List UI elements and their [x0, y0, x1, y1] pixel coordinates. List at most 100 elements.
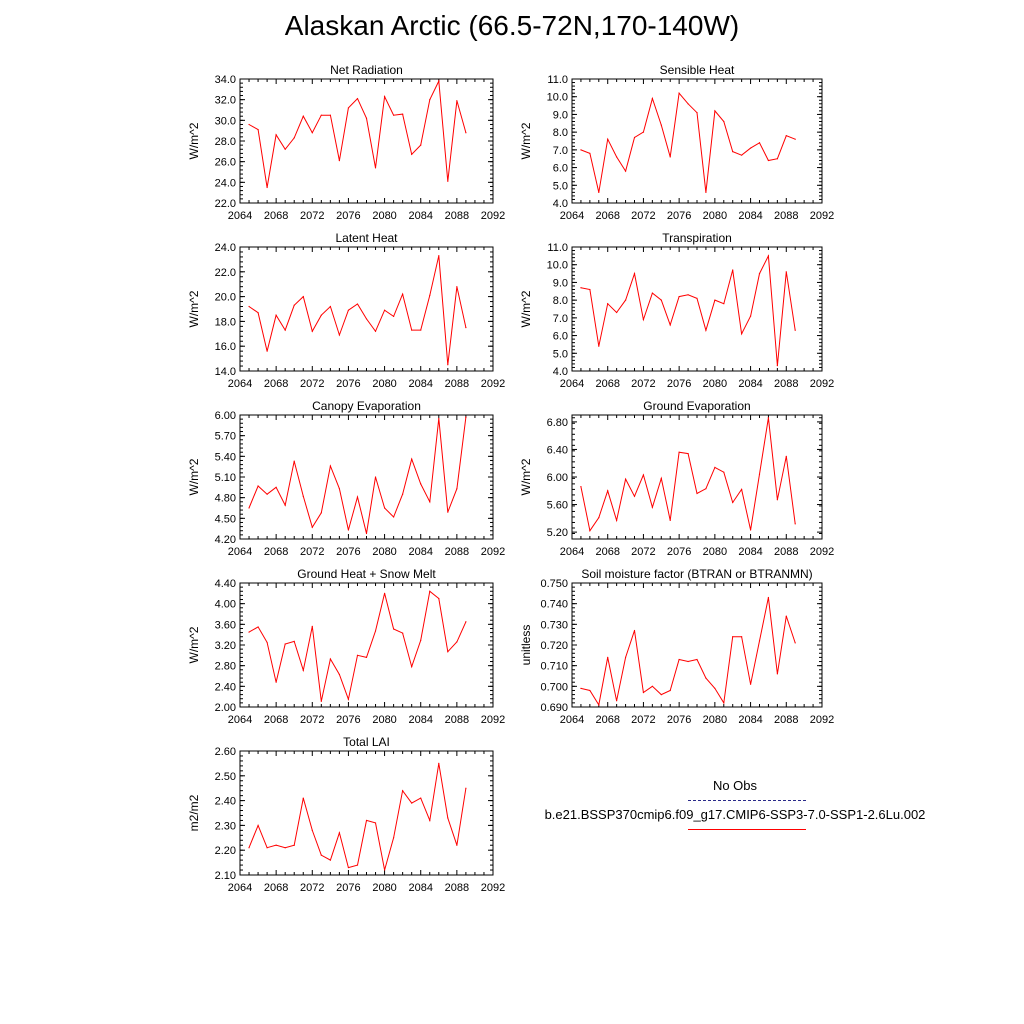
data-point: [311, 829, 313, 831]
data-point: [266, 493, 268, 495]
y-tick-label: 6.00: [215, 410, 236, 422]
data-point: [669, 689, 671, 692]
data-point: [402, 632, 404, 634]
data-point: [248, 305, 250, 308]
data-point: [705, 191, 707, 193]
panel-title: Transpiration: [662, 231, 732, 245]
x-tick-label: 2072: [631, 546, 655, 558]
panel-title: Ground Evaporation: [643, 399, 750, 413]
data-point: [311, 330, 313, 332]
y-tick-label: 4.40: [215, 578, 236, 590]
x-tick-label: 2068: [595, 378, 619, 390]
data-point: [785, 135, 787, 137]
y-tick-label: 0.740: [540, 599, 568, 611]
data-point: [767, 255, 770, 257]
data-point: [465, 132, 467, 134]
data-point: [266, 641, 268, 644]
data-point: [365, 117, 368, 119]
data-point: [329, 114, 331, 116]
data-point: [660, 694, 662, 696]
data-point: [624, 478, 627, 480]
plot-frame: [239, 750, 494, 876]
data-point: [642, 319, 645, 321]
data-point: [338, 673, 340, 676]
y-tick-label: 2.00: [215, 702, 236, 714]
x-tick-label: 2084: [408, 882, 432, 894]
data-point: [338, 832, 340, 834]
data-point: [275, 844, 277, 846]
data-point: [580, 149, 582, 151]
data-point: [794, 523, 796, 525]
data-point: [257, 312, 259, 314]
x-tick-label: 2068: [264, 546, 288, 558]
data-point: [660, 299, 662, 301]
data-point: [420, 329, 422, 331]
data-point: [767, 417, 770, 419]
data-point: [598, 345, 600, 347]
data-point: [293, 137, 295, 139]
data-point: [642, 691, 645, 694]
x-tick-label: 2088: [445, 378, 469, 390]
y-tick-label: 6.0: [553, 163, 568, 175]
x-tick-label: 2084: [408, 210, 432, 222]
x-tick-label: 2088: [445, 714, 469, 726]
page-title: Alaskan Arctic (66.5-72N,170-140W): [284, 10, 740, 41]
data-point: [580, 687, 582, 690]
data-point: [411, 458, 413, 460]
data-point: [284, 504, 286, 506]
data-point: [320, 314, 322, 316]
data-point: [393, 114, 395, 116]
y-tick-label: 32.0: [215, 95, 236, 107]
y-tick-label: 22.0: [215, 198, 236, 210]
data-point: [338, 160, 340, 162]
data-point: [616, 519, 618, 522]
x-tick-label: 2088: [774, 378, 798, 390]
panel-title: Total LAI: [343, 735, 390, 749]
data-point: [732, 269, 734, 271]
x-tick-label: 2088: [774, 714, 798, 726]
y-tick-label: 4.80: [215, 493, 236, 505]
data-point: [365, 819, 368, 822]
series-line: [580, 597, 796, 707]
data-point: [402, 113, 404, 115]
data-point: [669, 156, 671, 158]
series-line: [248, 590, 467, 702]
y-tick-label: 0.700: [540, 681, 568, 693]
data-point: [616, 311, 618, 314]
x-tick-label: 2092: [481, 546, 505, 558]
data-point: [669, 519, 671, 522]
y-axis-label: W/m^2: [519, 122, 533, 159]
y-tick-label: 2.40: [215, 681, 236, 693]
y-tick-label: 3.60: [215, 619, 236, 631]
data-point: [248, 507, 250, 509]
data-point: [338, 488, 340, 490]
data-point: [429, 501, 431, 503]
x-tick-label: 2064: [228, 714, 252, 726]
data-point: [785, 615, 787, 617]
x-tick-label: 2064: [228, 378, 252, 390]
data-point: [293, 304, 295, 306]
data-point: [402, 293, 404, 295]
data-point: [696, 492, 698, 495]
series-line: [248, 79, 467, 188]
data-point: [767, 596, 770, 599]
data-point: [266, 350, 268, 352]
y-tick-label: 11.0: [547, 74, 568, 86]
data-point: [447, 651, 449, 653]
data-point: [607, 490, 609, 492]
y-tick-label: 0.750: [540, 578, 568, 590]
data-point: [438, 80, 440, 82]
data-point: [383, 869, 386, 871]
data-point: [365, 656, 368, 659]
data-point: [347, 309, 350, 311]
data-point: [456, 100, 458, 102]
y-tick-label: 20.0: [215, 292, 236, 304]
x-tick-label: 2084: [408, 546, 432, 558]
data-point: [420, 639, 422, 641]
data-point: [420, 797, 422, 799]
data-point: [705, 329, 707, 331]
series-line: [248, 763, 467, 871]
x-tick-label: 2072: [631, 714, 655, 726]
data-point: [338, 334, 340, 336]
